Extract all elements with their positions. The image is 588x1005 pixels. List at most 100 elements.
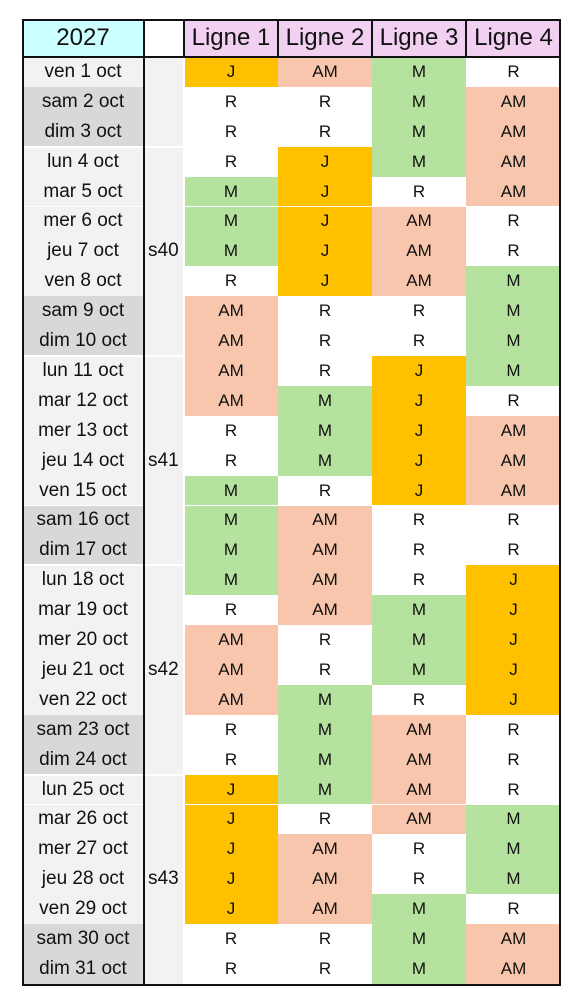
shift-cell-line-1[interactable]: J <box>184 894 278 925</box>
shift-cell-line-4[interactable]: J <box>466 684 561 715</box>
shift-cell-line-2[interactable]: AM <box>278 565 372 596</box>
shift-cell-line-3[interactable]: M <box>372 86 466 117</box>
shift-cell-line-2[interactable]: M <box>278 415 372 446</box>
shift-cell-line-2[interactable]: M <box>278 684 372 715</box>
date-cell[interactable]: jeu 7 oct <box>22 236 144 267</box>
shift-cell-line-4[interactable]: J <box>466 625 561 655</box>
shift-cell-line-1[interactable]: R <box>184 714 278 745</box>
shift-cell-line-2[interactable]: R <box>278 296 372 327</box>
shift-cell-line-2[interactable]: M <box>278 445 372 476</box>
date-cell[interactable]: ven 15 oct <box>22 475 144 506</box>
shift-cell-line-1[interactable]: AM <box>184 655 278 685</box>
shift-cell-line-1[interactable]: J <box>184 804 278 835</box>
shift-cell-line-2[interactable]: AM <box>278 834 372 865</box>
shift-cell-line-2[interactable]: M <box>278 714 372 745</box>
date-cell[interactable]: ven 29 oct <box>22 894 144 925</box>
shift-cell-line-2[interactable]: AM <box>278 864 372 895</box>
shift-cell-line-3[interactable]: R <box>372 296 466 327</box>
shift-cell-line-3[interactable]: J <box>372 445 466 476</box>
shift-cell-line-4[interactable]: R <box>466 236 561 267</box>
shift-cell-line-4[interactable]: R <box>466 505 561 536</box>
shift-cell-line-1[interactable]: M <box>184 505 278 536</box>
shift-cell-line-1[interactable]: M <box>184 565 278 596</box>
shift-cell-line-2[interactable]: R <box>278 356 372 386</box>
shift-cell-line-4[interactable]: AM <box>466 445 561 476</box>
shift-cell-line-2[interactable]: R <box>278 804 372 835</box>
date-cell[interactable]: mar 26 oct <box>22 804 144 835</box>
shift-cell-line-3[interactable]: AM <box>372 744 466 775</box>
shift-cell-line-4[interactable]: J <box>466 595 561 626</box>
shift-cell-line-1[interactable]: AM <box>184 326 278 356</box>
shift-cell-line-3[interactable]: AM <box>372 774 466 805</box>
shift-cell-line-3[interactable]: M <box>372 57 466 87</box>
shift-cell-line-3[interactable]: R <box>372 176 466 207</box>
week-cell[interactable]: s40 <box>144 146 184 356</box>
date-cell[interactable]: sam 2 oct <box>22 86 144 117</box>
date-cell[interactable]: dim 3 oct <box>22 116 144 147</box>
date-cell[interactable]: ven 1 oct <box>22 57 144 87</box>
shift-cell-line-3[interactable]: AM <box>372 236 466 267</box>
date-cell[interactable]: mer 6 oct <box>22 206 144 237</box>
shift-cell-line-3[interactable]: R <box>372 565 466 596</box>
line-header-4[interactable]: Ligne 4 <box>466 19 561 57</box>
shift-cell-line-1[interactable]: AM <box>184 684 278 715</box>
date-cell[interactable]: lun 18 oct <box>22 565 144 596</box>
week-cell[interactable]: s42 <box>144 565 184 775</box>
shift-cell-line-4[interactable]: AM <box>466 176 561 207</box>
shift-cell-line-3[interactable]: J <box>372 385 466 416</box>
shift-cell-line-1[interactable]: R <box>184 116 278 147</box>
shift-cell-line-4[interactable]: AM <box>466 475 561 506</box>
shift-cell-line-2[interactable]: R <box>278 326 372 356</box>
year-header[interactable]: 2027 <box>22 19 144 57</box>
line-header-1[interactable]: Ligne 1 <box>184 19 278 57</box>
shift-cell-line-2[interactable]: J <box>278 236 372 267</box>
shift-cell-line-1[interactable]: R <box>184 595 278 626</box>
date-cell[interactable]: jeu 21 oct <box>22 655 144 685</box>
shift-cell-line-1[interactable]: M <box>184 475 278 506</box>
shift-cell-line-1[interactable]: R <box>184 146 278 177</box>
shift-cell-line-1[interactable]: AM <box>184 385 278 416</box>
shift-cell-line-2[interactable]: J <box>278 206 372 237</box>
shift-cell-line-1[interactable]: AM <box>184 356 278 386</box>
shift-cell-line-1[interactable]: R <box>184 86 278 117</box>
shift-cell-line-4[interactable]: R <box>466 774 561 805</box>
shift-cell-line-2[interactable]: R <box>278 475 372 506</box>
shift-cell-line-3[interactable]: M <box>372 954 466 984</box>
date-cell[interactable]: mar 5 oct <box>22 176 144 207</box>
date-cell[interactable]: sam 16 oct <box>22 505 144 536</box>
shift-cell-line-2[interactable]: R <box>278 954 372 984</box>
shift-cell-line-2[interactable]: R <box>278 86 372 117</box>
week-header-blank[interactable] <box>144 19 184 57</box>
shift-cell-line-4[interactable]: R <box>466 744 561 775</box>
shift-cell-line-4[interactable]: M <box>466 356 561 386</box>
shift-cell-line-4[interactable]: AM <box>466 415 561 446</box>
shift-cell-line-1[interactable]: R <box>184 266 278 297</box>
date-cell[interactable]: dim 10 oct <box>22 326 144 356</box>
shift-cell-line-1[interactable]: J <box>184 834 278 865</box>
shift-cell-line-1[interactable]: R <box>184 415 278 446</box>
shift-cell-line-2[interactable]: R <box>278 655 372 685</box>
shift-cell-line-2[interactable]: R <box>278 924 372 954</box>
date-cell[interactable]: mer 13 oct <box>22 415 144 446</box>
date-cell[interactable]: mer 20 oct <box>22 625 144 655</box>
shift-cell-line-3[interactable]: R <box>372 326 466 356</box>
shift-cell-line-4[interactable]: R <box>466 57 561 87</box>
shift-cell-line-4[interactable]: M <box>466 266 561 297</box>
shift-cell-line-4[interactable]: AM <box>466 146 561 177</box>
date-cell[interactable]: lun 4 oct <box>22 146 144 177</box>
shift-cell-line-1[interactable]: AM <box>184 625 278 655</box>
shift-cell-line-4[interactable]: J <box>466 655 561 685</box>
shift-cell-line-1[interactable]: R <box>184 445 278 476</box>
date-cell[interactable]: lun 25 oct <box>22 774 144 805</box>
line-header-3[interactable]: Ligne 3 <box>372 19 466 57</box>
shift-cell-line-3[interactable]: M <box>372 894 466 925</box>
shift-cell-line-4[interactable]: R <box>466 385 561 416</box>
shift-cell-line-3[interactable]: AM <box>372 714 466 745</box>
date-cell[interactable]: mar 12 oct <box>22 385 144 416</box>
shift-cell-line-2[interactable]: J <box>278 146 372 177</box>
shift-cell-line-3[interactable]: R <box>372 535 466 566</box>
date-cell[interactable]: sam 9 oct <box>22 296 144 327</box>
shift-cell-line-4[interactable]: AM <box>466 924 561 954</box>
shift-cell-line-2[interactable]: AM <box>278 535 372 566</box>
shift-cell-line-3[interactable]: M <box>372 116 466 147</box>
